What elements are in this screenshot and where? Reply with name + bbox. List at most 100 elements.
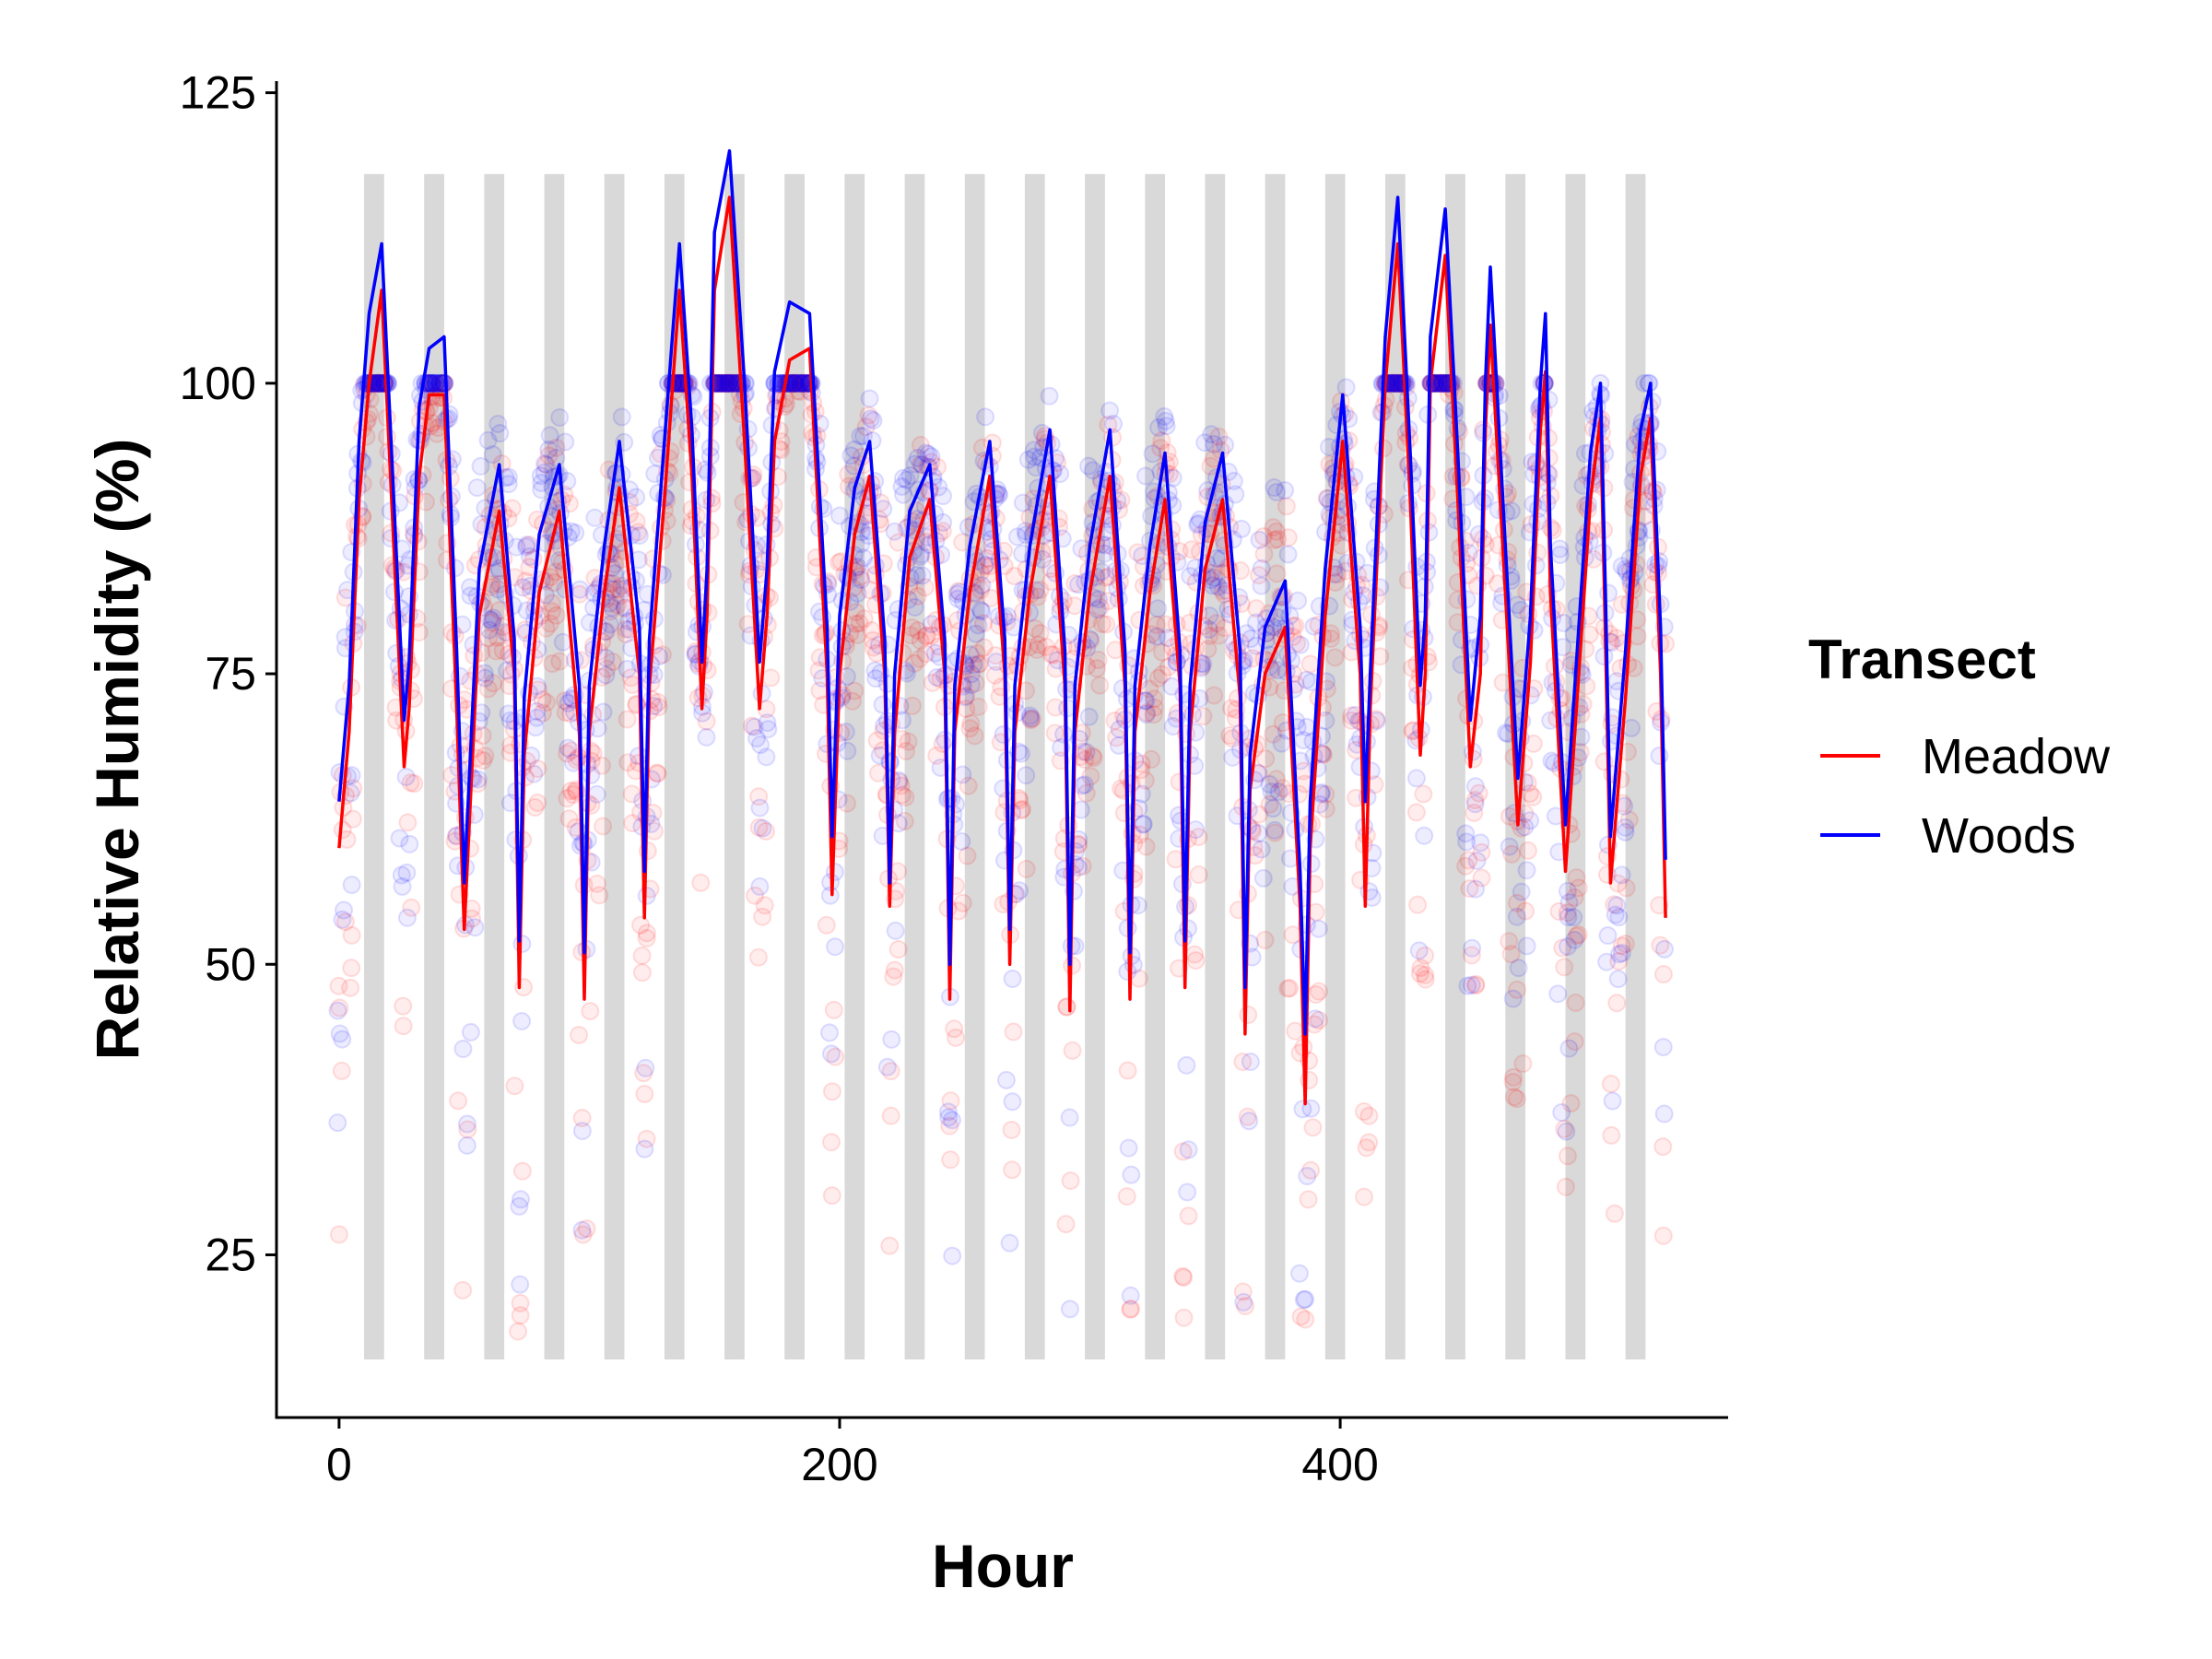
reading-point bbox=[850, 614, 869, 633]
reading-point bbox=[1118, 1061, 1137, 1080]
reading-point bbox=[713, 373, 733, 393]
reading-point bbox=[1267, 482, 1287, 501]
reading-point bbox=[716, 373, 735, 393]
reading-point bbox=[1179, 919, 1198, 938]
reading-point bbox=[1512, 600, 1531, 619]
reading-point bbox=[502, 499, 522, 518]
series-line-meadow bbox=[337, 195, 1667, 1106]
reading-point bbox=[1597, 952, 1617, 971]
reading-point bbox=[479, 629, 499, 648]
reading-point bbox=[922, 615, 941, 634]
reading-point bbox=[417, 492, 436, 512]
reading-point bbox=[958, 846, 977, 865]
reading-point bbox=[333, 1030, 352, 1049]
reading-point bbox=[1278, 979, 1298, 998]
reading-point bbox=[587, 784, 606, 804]
reading-point bbox=[1045, 724, 1065, 743]
reading-point bbox=[975, 557, 994, 576]
reading-point bbox=[612, 407, 631, 427]
reading-point bbox=[1179, 1206, 1198, 1226]
reading-point bbox=[1105, 711, 1124, 730]
reading-point bbox=[618, 753, 638, 772]
reading-point bbox=[1411, 959, 1430, 978]
reading-point bbox=[885, 522, 904, 541]
reading-point bbox=[1232, 519, 1252, 538]
reading-point bbox=[751, 735, 771, 755]
reading-point bbox=[1399, 493, 1418, 512]
reading-point bbox=[1513, 1054, 1533, 1074]
reading-point bbox=[629, 525, 649, 545]
night-band bbox=[1384, 173, 1406, 1359]
reading-point bbox=[896, 788, 915, 807]
reading-point bbox=[1410, 964, 1430, 983]
reading-point bbox=[1209, 577, 1229, 596]
reading-point bbox=[1155, 406, 1174, 426]
reading-point bbox=[853, 548, 873, 568]
reading-point bbox=[1569, 925, 1588, 945]
reading-point bbox=[1253, 868, 1273, 888]
reading-point bbox=[478, 430, 498, 450]
reading-point bbox=[511, 1293, 530, 1312]
reading-point bbox=[982, 433, 1002, 453]
reading-point bbox=[819, 1023, 839, 1042]
reading-point bbox=[822, 1133, 841, 1152]
reading-point bbox=[755, 896, 774, 915]
reading-point bbox=[719, 373, 738, 393]
reading-point bbox=[1260, 774, 1279, 794]
reading-point bbox=[973, 614, 993, 633]
reading-point bbox=[1228, 688, 1247, 708]
reading-point bbox=[758, 713, 777, 733]
reading-point bbox=[749, 818, 769, 837]
reading-point bbox=[635, 1085, 654, 1104]
reading-point bbox=[1612, 944, 1631, 963]
reading-point bbox=[1021, 711, 1041, 730]
reading-point bbox=[1077, 783, 1096, 803]
reading-point bbox=[1415, 826, 1434, 845]
reading-point bbox=[1293, 1100, 1312, 1119]
reading-point bbox=[1005, 567, 1024, 586]
reading-point bbox=[1457, 832, 1477, 852]
reading-point bbox=[1004, 1022, 1023, 1041]
night-band bbox=[724, 173, 745, 1359]
night-band bbox=[964, 173, 985, 1359]
reading-point bbox=[1277, 497, 1296, 516]
reading-point bbox=[877, 1057, 897, 1077]
reading-point bbox=[532, 473, 551, 492]
reading-point bbox=[1556, 1177, 1575, 1196]
reading-point bbox=[1354, 1102, 1373, 1122]
reading-point bbox=[720, 373, 739, 393]
reading-point bbox=[841, 446, 861, 465]
reading-point bbox=[972, 576, 992, 595]
y-tick-label: 100 bbox=[180, 358, 256, 409]
reading-point bbox=[1182, 540, 1201, 559]
reading-point bbox=[488, 628, 507, 647]
reading-point bbox=[1152, 431, 1171, 451]
reading-point bbox=[329, 976, 348, 995]
reading-point bbox=[1220, 726, 1240, 746]
reading-point bbox=[1294, 731, 1313, 750]
reading-point bbox=[902, 696, 922, 715]
reading-point bbox=[342, 959, 361, 978]
reading-point bbox=[1606, 905, 1625, 924]
reading-point bbox=[1121, 1300, 1140, 1319]
reading-point bbox=[1515, 818, 1535, 837]
reading-point bbox=[1090, 676, 1110, 695]
reading-point bbox=[851, 567, 870, 586]
reading-point bbox=[1565, 930, 1584, 949]
reading-point bbox=[1291, 1307, 1311, 1326]
reading-point bbox=[1465, 803, 1484, 822]
reading-point bbox=[916, 443, 935, 463]
reading-point bbox=[1099, 592, 1118, 611]
reading-point bbox=[434, 373, 453, 393]
reading-point bbox=[1296, 1310, 1315, 1329]
scatter-points bbox=[328, 373, 1676, 1341]
reading-point bbox=[524, 611, 544, 630]
reading-point bbox=[1517, 936, 1536, 956]
reading-point bbox=[603, 653, 622, 672]
reading-point bbox=[342, 766, 361, 785]
reading-point bbox=[1465, 791, 1485, 810]
reading-point bbox=[394, 996, 413, 1016]
reading-point bbox=[1463, 938, 1482, 958]
reading-point bbox=[719, 373, 738, 393]
reading-point bbox=[1136, 837, 1156, 856]
